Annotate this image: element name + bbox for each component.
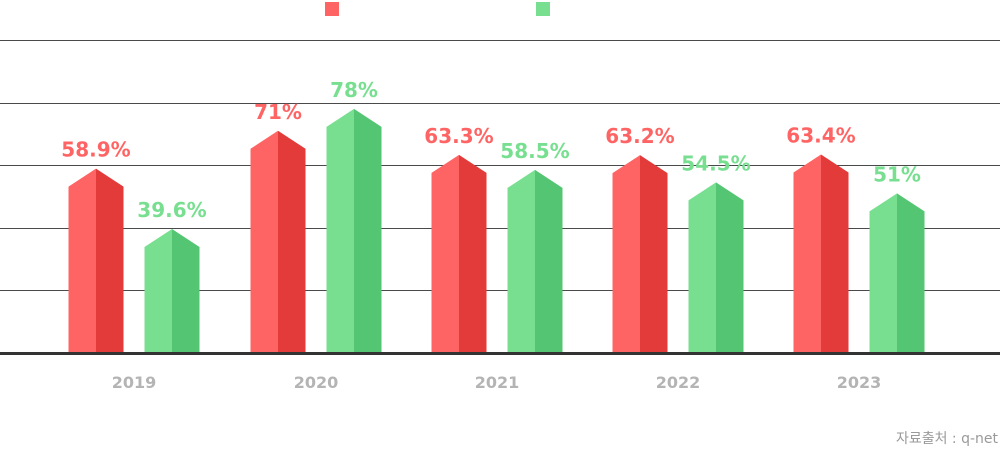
bar-2023-series2-side [897, 193, 925, 353]
legend-swatch-2 [536, 2, 550, 16]
bar-2022-series1-front [612, 155, 640, 353]
x-tick-label-2023: 2023 [837, 373, 882, 392]
bar-2023-series1-side [821, 154, 849, 353]
bar-2020-series2-side [354, 108, 382, 353]
bar-2019-series2-side [172, 229, 200, 353]
bar-2021-series1-front [431, 154, 459, 353]
bar-2023-series1-front [793, 154, 821, 353]
x-tick-label-2019: 2019 [112, 373, 157, 392]
bar-2023-series2-front [869, 193, 897, 353]
data-label-2020-series1: 71% [254, 100, 302, 124]
data-label-2019-series1: 58.9% [61, 138, 130, 162]
bar-2019-series1-side [96, 168, 124, 353]
bar-2021-series2-front [507, 169, 535, 353]
x-tick-label-2021: 2021 [475, 373, 520, 392]
data-label-2023-series2: 51% [873, 162, 921, 186]
bar-2020-series2-front [326, 108, 354, 353]
data-label-2019-series2: 39.6% [137, 198, 206, 222]
bar-2019-series2-front [144, 229, 172, 353]
bar-2019-series1-front [68, 168, 96, 353]
x-tick-label-2022: 2022 [656, 373, 701, 392]
bar-2022-series2-side [716, 182, 744, 353]
bar-2021-series1-side [459, 154, 487, 353]
data-label-2021-series2: 58.5% [500, 139, 569, 163]
data-label-2020-series2: 78% [330, 78, 378, 102]
data-label-2022-series2: 54.5% [681, 151, 750, 175]
data-label-2023-series1: 63.4% [786, 124, 855, 148]
bar-2022-series1-side [640, 155, 668, 353]
legend-swatch-1 [325, 2, 339, 16]
x-tick-label-2020: 2020 [294, 373, 339, 392]
data-label-2021-series1: 63.3% [424, 124, 493, 148]
source-note: 자료출처 : q-net [895, 431, 998, 447]
bar-2021-series2-side [535, 169, 563, 353]
bar-2022-series2-front [688, 182, 716, 353]
data-label-2022-series1: 63.2% [605, 124, 674, 148]
bar-2020-series1-front [250, 130, 278, 353]
bar-2020-series1-side [278, 130, 306, 353]
